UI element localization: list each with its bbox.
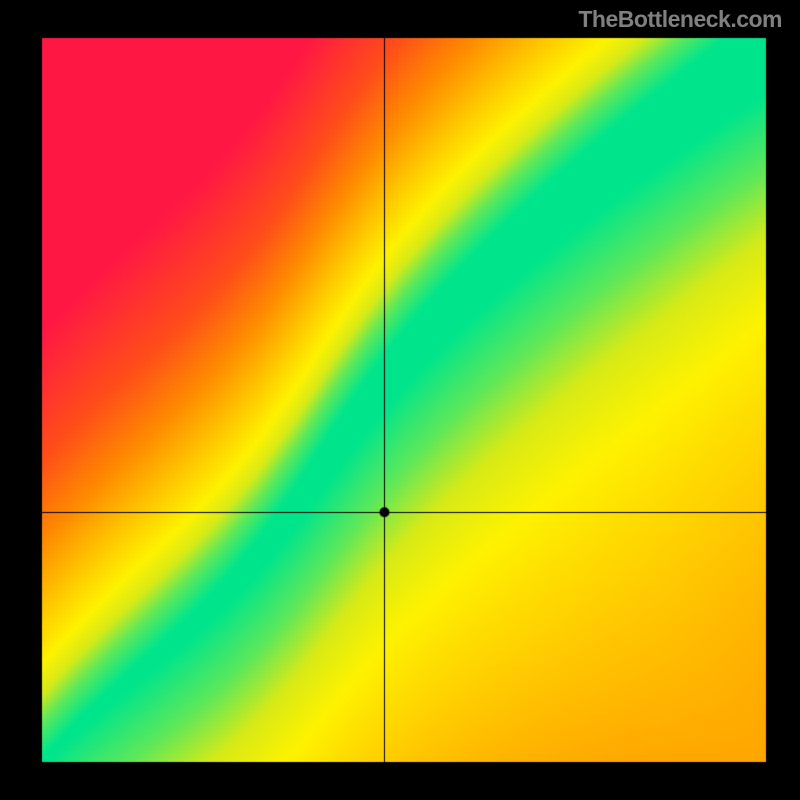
bottleneck-heatmap xyxy=(0,0,800,800)
chart-container: TheBottleneck.com xyxy=(0,0,800,800)
attribution-text: TheBottleneck.com xyxy=(578,6,782,33)
